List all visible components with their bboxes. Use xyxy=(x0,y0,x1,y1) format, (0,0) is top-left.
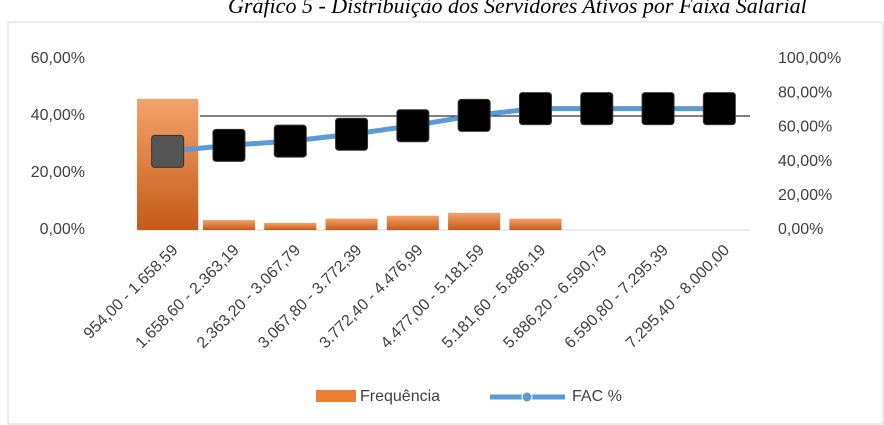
y-tick-label: 60,00% xyxy=(31,50,85,67)
bar xyxy=(386,215,439,230)
y2-tick-label: 100,00% xyxy=(778,50,841,67)
chart-title: Gráfico 5 - Distribuição dos Servidores … xyxy=(228,0,807,18)
marker xyxy=(273,124,307,158)
y2-tick-label: 20,00% xyxy=(778,187,832,204)
y2-tick-label: 80,00% xyxy=(778,84,832,101)
legend-label: FAC % xyxy=(572,388,622,405)
marker xyxy=(702,92,736,126)
legend-label: Frequência xyxy=(360,388,440,405)
y-tick-label: 20,00% xyxy=(31,164,85,181)
marker xyxy=(151,134,185,168)
fac-line xyxy=(167,106,720,154)
y2-tick-label: 40,00% xyxy=(778,153,832,170)
y2-tick-label: 60,00% xyxy=(778,119,832,136)
bar xyxy=(509,218,562,230)
bar xyxy=(202,220,256,230)
y2-tick-label: 0,00% xyxy=(778,221,823,238)
marker xyxy=(335,117,369,151)
legend-marker xyxy=(521,391,533,403)
marker xyxy=(212,128,246,162)
marker xyxy=(580,92,614,126)
marker xyxy=(396,109,430,143)
bar xyxy=(448,212,501,230)
marker xyxy=(457,98,491,132)
legend-swatch xyxy=(316,390,356,402)
marker xyxy=(641,92,675,126)
marker xyxy=(518,92,552,126)
y-tick-label: 40,00% xyxy=(31,107,85,124)
bar xyxy=(264,222,317,230)
y-tick-label: 0,00% xyxy=(40,221,85,238)
bar xyxy=(325,218,378,230)
